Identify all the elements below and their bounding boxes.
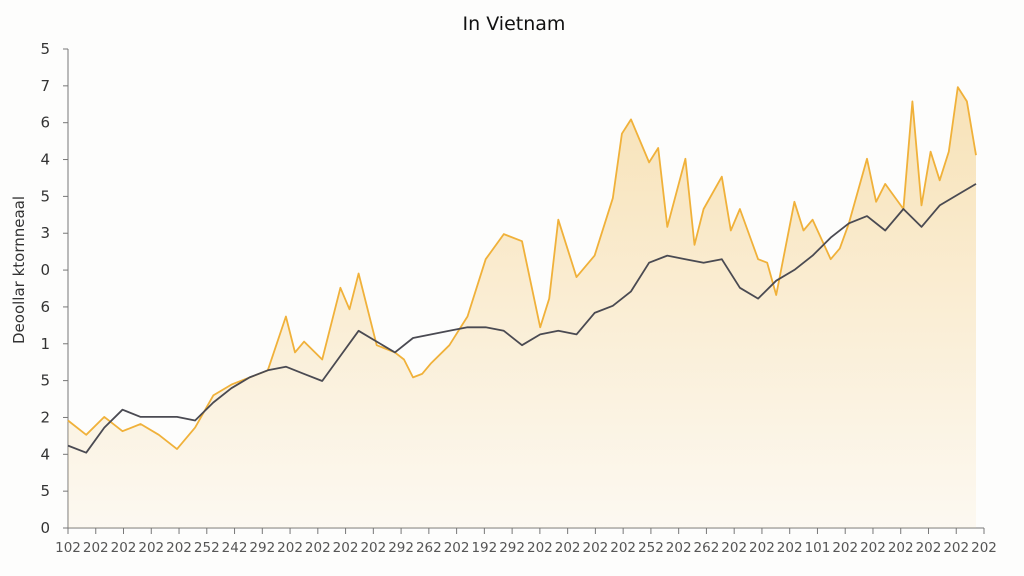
x-tick-label: 202 [971, 540, 997, 556]
x-tick-label: 202 [277, 540, 303, 556]
y-tick-label: 7 [40, 77, 50, 95]
x-tick-label: 202 [916, 540, 942, 556]
x-tick-label: 101 [805, 540, 831, 556]
x-tick-label: 202 [83, 540, 109, 556]
series-area-orange [68, 87, 976, 528]
x-tick-label: 202 [305, 540, 331, 556]
y-tick-label: 5 [40, 482, 50, 500]
x-tick-label: 202 [749, 540, 775, 556]
x-tick-label: 202 [555, 540, 581, 556]
x-tick-label: 252 [638, 540, 664, 556]
series-line-orange [67, 86, 977, 450]
x-tick-label: 252 [194, 540, 220, 556]
x-tick-label: 202 [138, 540, 164, 556]
chart-title: In Vietnam [463, 13, 566, 35]
x-tick-label: 202 [111, 540, 137, 556]
y-tick-label: 6 [40, 298, 50, 316]
x-tick-label: 202 [888, 540, 914, 556]
y-tick-label: 4 [40, 445, 50, 463]
x-tick-label: 202 [832, 540, 858, 556]
x-tick-label: 202 [777, 540, 803, 556]
x-tick-label: 202 [333, 540, 359, 556]
x-tick-label: 202 [360, 540, 386, 556]
x-tick-label: 202 [444, 540, 470, 556]
y-tick-label: 3 [40, 224, 50, 242]
y-axis-ticks: 5 7 6 4 5 3 0 6 1 5 2 4 5 0 [40, 40, 68, 537]
x-tick-label: 202 [610, 540, 636, 556]
x-tick-label: 202 [721, 540, 747, 556]
y-tick-label: 2 [40, 408, 50, 426]
x-tick-label: 202 [583, 540, 609, 556]
x-tick-label: 102 [55, 540, 81, 556]
y-axis-label: Deoollar ktornneaal [10, 196, 28, 344]
y-tick-label: 5 [40, 40, 50, 58]
x-axis-ticks: 102 202 202 202 202 252 242 292 202 202 202 202 292 2… [55, 528, 997, 556]
y-tick-label: 6 [40, 114, 50, 132]
y-tick-label: 0 [40, 519, 50, 537]
x-tick-label: 202 [166, 540, 192, 556]
x-tick-label: 192 [471, 540, 497, 556]
x-tick-label: 242 [222, 540, 248, 556]
y-tick-label: 4 [40, 151, 50, 169]
series-layer [67, 86, 977, 528]
x-tick-label: 292 [499, 540, 525, 556]
x-tick-label: 202 [943, 540, 969, 556]
x-tick-label: 202 [666, 540, 692, 556]
x-tick-label: 292 [249, 540, 275, 556]
x-tick-label: 292 [388, 540, 414, 556]
y-tick-label: 5 [40, 187, 50, 205]
y-tick-label: 0 [40, 261, 50, 279]
series-line-dark [67, 183, 977, 454]
x-tick-label: 202 [527, 540, 553, 556]
y-tick-label: 5 [40, 372, 50, 390]
x-tick-label: 262 [416, 540, 442, 556]
x-tick-label: 202 [860, 540, 886, 556]
x-tick-label: 262 [694, 540, 720, 556]
y-tick-label: 1 [40, 335, 50, 353]
